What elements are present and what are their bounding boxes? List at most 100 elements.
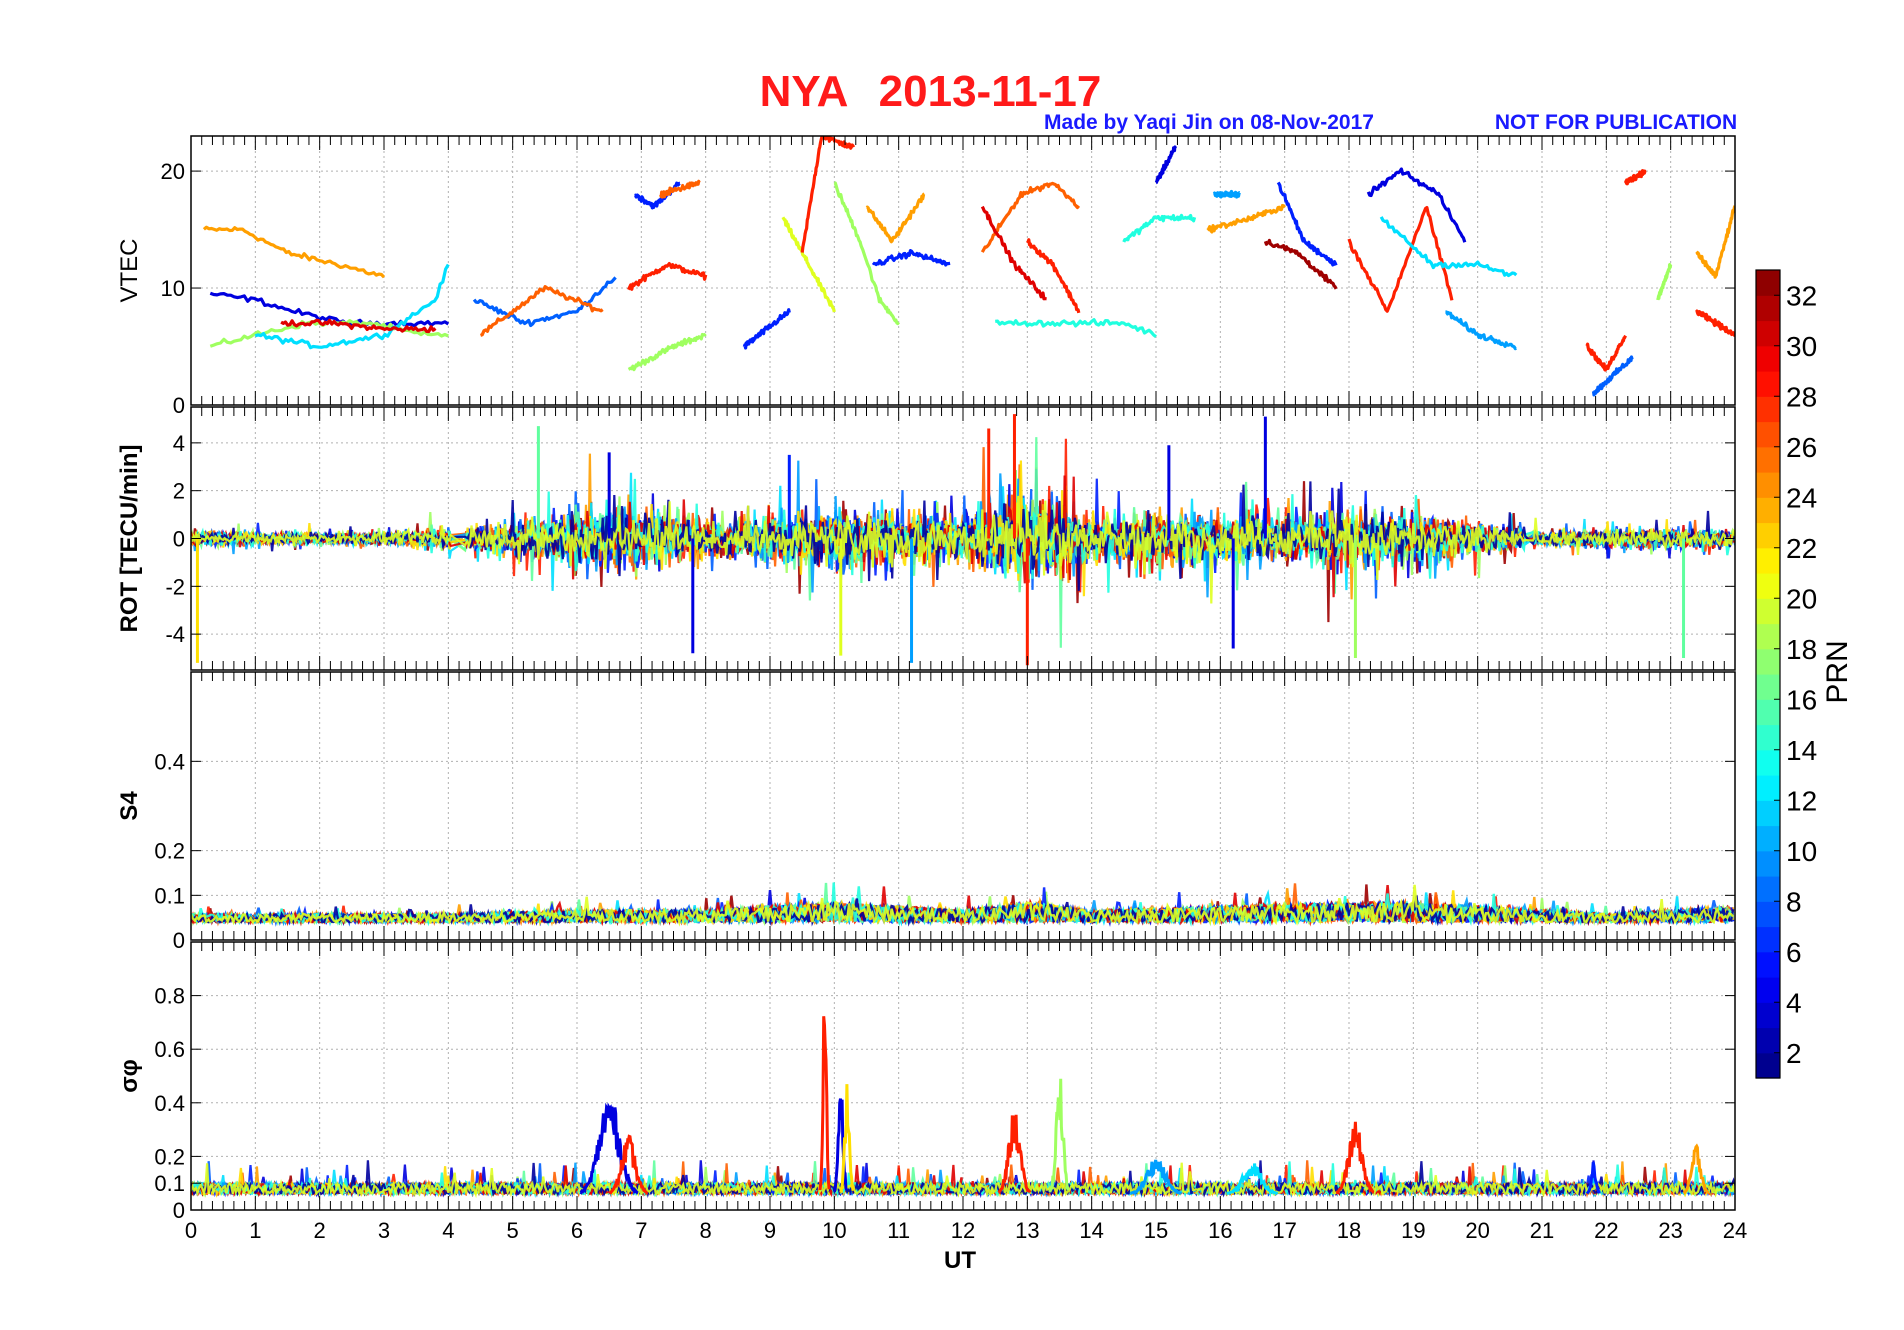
plot-area <box>191 414 1735 666</box>
series-prn-20 <box>191 1162 1735 1199</box>
sigma-peak-prn-24 <box>1682 1143 1710 1195</box>
series-prn-6 <box>871 249 951 267</box>
colorbar-segment <box>1756 825 1780 852</box>
colorbar-tick-label: 12 <box>1786 785 1817 816</box>
colorbar-tick-label: 30 <box>1786 331 1817 362</box>
series-prn-4 <box>1366 167 1467 243</box>
notice-text: NOT FOR PUBLICATION <box>1495 111 1737 134</box>
series-prn-28 <box>1347 206 1454 313</box>
sigma-peak-prn-4 <box>832 1098 849 1193</box>
series-prn-26 <box>659 179 701 199</box>
sigma-peak-prn-10 <box>1130 1159 1182 1195</box>
series-prn-24 <box>865 192 926 244</box>
sigma-peak-prn-28 <box>608 1134 648 1195</box>
x-tick-label: 16 <box>1208 1218 1232 1243</box>
y-axis-label: σφ <box>116 1059 143 1093</box>
y-tick-label: 0.1 <box>154 883 185 908</box>
x-tick-label: 3 <box>378 1218 390 1243</box>
station-title: NYA <box>760 67 849 116</box>
series-prn-24 <box>1695 205 1735 279</box>
series-prn-10 <box>1212 189 1241 199</box>
x-tick-label: 18 <box>1337 1218 1361 1243</box>
x-tick-label: 12 <box>951 1218 975 1243</box>
series-prn-20 <box>191 884 1735 927</box>
colorbar-segment <box>1756 345 1780 372</box>
colorbar-segment <box>1756 598 1780 625</box>
series-prn-26 <box>980 181 1081 253</box>
x-tick-label: 7 <box>635 1218 647 1243</box>
series-prn-28 <box>800 136 856 253</box>
series-prn-24 <box>202 225 386 279</box>
x-tick-label: 24 <box>1723 1218 1747 1243</box>
series-prn-24 <box>1206 203 1286 234</box>
colorbar-segment <box>1756 1027 1780 1054</box>
x-tick-label: 14 <box>1079 1218 1103 1243</box>
y-axis-label: VTEC <box>116 238 143 302</box>
colorbar-segment <box>1756 800 1780 827</box>
series-prn-8 <box>1591 355 1634 397</box>
colorbar-tick-label: 10 <box>1786 836 1817 867</box>
gridlines <box>191 136 1735 405</box>
colorbar-segment <box>1756 623 1780 650</box>
x-tick-label: 22 <box>1594 1218 1618 1243</box>
series-prn-12 <box>254 263 450 350</box>
colorbar-segment <box>1756 396 1780 423</box>
date-title: 2013-11-17 <box>879 67 1102 116</box>
colorbar-tick-label: 4 <box>1786 987 1802 1018</box>
y-tick-label: 0.8 <box>154 984 185 1009</box>
panel-vtec: 0 10 20 VTEC <box>116 135 1736 418</box>
x-tick-label: 21 <box>1530 1218 1554 1243</box>
series-prn-4 <box>209 291 450 328</box>
y-tick-label: 0 <box>173 393 185 418</box>
colorbar-segment <box>1756 1002 1780 1029</box>
y-axis-label: ROT [TECU/min] <box>116 445 143 633</box>
sigma-peak-prn-6 <box>1585 1161 1601 1195</box>
plot-area <box>202 136 1735 397</box>
colorbar-segment <box>1756 573 1780 599</box>
panel-s4: 0 0.1 0.2 0.4 S4 <box>116 671 1736 953</box>
colorbar-segment <box>1756 901 1780 928</box>
y-tick-label: 10 <box>161 276 185 301</box>
x-tick-label: 10 <box>822 1218 846 1243</box>
x-tick-label: 2 <box>314 1218 326 1243</box>
colorbar-tick-label: 26 <box>1786 432 1817 463</box>
x-tick-label: 5 <box>507 1218 519 1243</box>
sigma-peak-prn-28 <box>1335 1121 1375 1195</box>
colorbar-tick-label: 20 <box>1786 583 1817 614</box>
colorbar-segment <box>1756 446 1780 473</box>
colorbar-segment <box>1756 977 1780 1003</box>
colorbar-tick-label: 22 <box>1786 533 1817 564</box>
colorbar-segment <box>1756 674 1780 700</box>
colorbar-segment <box>1756 421 1780 448</box>
series-prn-20 <box>781 216 836 313</box>
colorbar-segment <box>1756 749 1780 776</box>
colorbar-tick-label: 6 <box>1786 937 1802 968</box>
colorbar-segment <box>1756 699 1780 726</box>
x-tick-label: 1 <box>249 1218 261 1243</box>
series-prn-30 <box>980 205 1048 301</box>
colorbar-segment <box>1756 1052 1780 1079</box>
x-minor-ticks <box>190 136 1736 405</box>
sigma-peak-prn-28 <box>818 1016 831 1191</box>
x-tick-label: 23 <box>1658 1218 1682 1243</box>
colorbar-segment <box>1756 648 1780 675</box>
series-prn-28 <box>627 262 708 291</box>
x-tick-label: 17 <box>1272 1218 1296 1243</box>
x-tick-label: 20 <box>1465 1218 1489 1243</box>
credit-text: Made by Yaqi Jin on 08-Nov-2017 <box>1044 111 1374 134</box>
series-prn-28 <box>1585 334 1627 372</box>
series-prn-6 <box>1276 181 1338 267</box>
colorbar-segment <box>1756 371 1780 397</box>
series-prn-14 <box>995 318 1157 338</box>
x-minor-ticks <box>190 407 1736 670</box>
colorbar-segment <box>1756 850 1780 877</box>
colorbar-frame <box>1755 269 1781 1079</box>
panel-sigma-phi: 00.10.2 0.4 0.6 0.8 σφ <box>116 941 1736 1223</box>
x-minor-ticks <box>190 942 1736 1210</box>
series-prn-28 <box>1026 238 1081 314</box>
y-tick-label: 0.4 <box>154 1091 185 1116</box>
colorbar-segment <box>1756 522 1780 549</box>
y-tick-label: -4 <box>165 622 185 647</box>
